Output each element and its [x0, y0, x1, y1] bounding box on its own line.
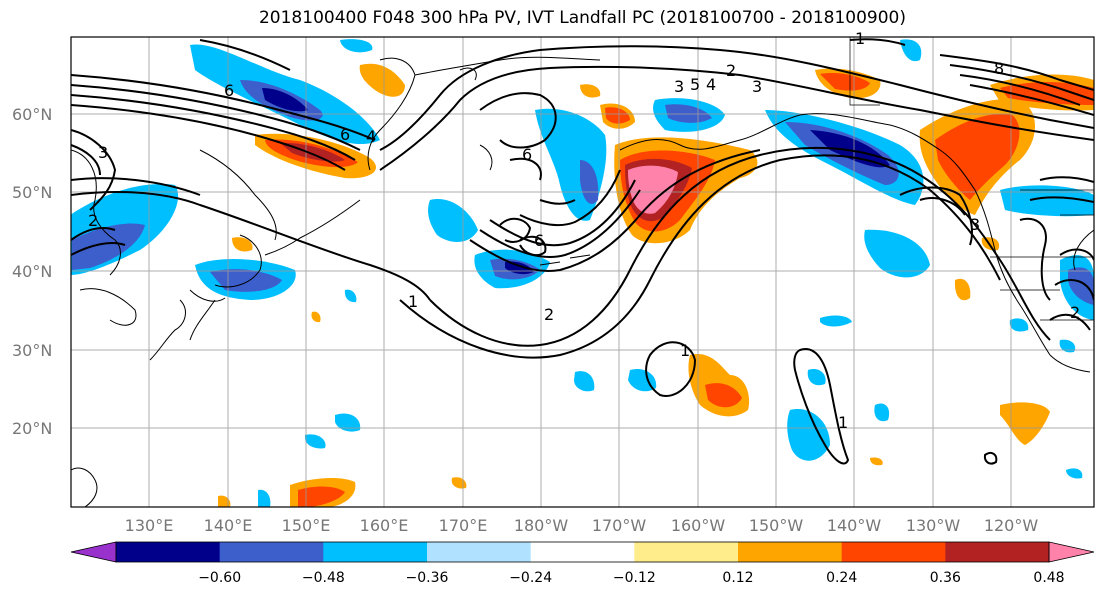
contour-label: 6 — [534, 231, 544, 250]
contour-label: 6 — [522, 145, 532, 164]
colorbar-segment — [323, 542, 428, 562]
contour-label: 1 — [408, 292, 418, 311]
lon-label: 120°W — [984, 516, 1039, 535]
colorbar-segment — [841, 542, 946, 562]
lon-label: 140°W — [827, 516, 882, 535]
contour-label: 2 — [88, 211, 98, 230]
colorbar: −0.60 −0.48 −0.36 −0.24 −0.12 0.12 0.24 0.36 0.4… — [70, 541, 1095, 586]
contour-label: 3 — [98, 143, 108, 162]
negative-anomaly-shading — [71, 39, 1094, 507]
colorbar-tick-label: −0.12 — [613, 570, 656, 586]
colorbar-tick-label: 0.24 — [826, 570, 857, 586]
contour-label: 6 — [340, 125, 350, 144]
contour-label: 1 — [855, 29, 865, 48]
colorbar-tick-label: 0.12 — [722, 570, 753, 586]
graticule — [71, 37, 1094, 507]
contour-label: 8 — [994, 59, 1004, 78]
contour-label-group: 6 6 4 3 2 3 5 4 3 6 6 8 1 2 1 1 1 3 2 2 — [88, 29, 1080, 432]
longitude-labels: 130°E 140°E 150°E 160°E 170°E 180°W 170°… — [125, 516, 1039, 535]
contour-label: 3 — [752, 77, 762, 96]
colorbar-extend-low — [70, 541, 117, 563]
lat-label: 30°N — [12, 341, 52, 360]
colorbar-tick-label: −0.24 — [509, 570, 552, 586]
lon-label: 130°E — [125, 516, 174, 535]
map-title: 2018100400 F048 300 hPa PV, IVT Landfall… — [258, 8, 906, 28]
colorbar-segment — [530, 542, 635, 562]
colorbar-segment — [945, 542, 1050, 562]
colorbar-tick-label: 0.48 — [1033, 570, 1064, 586]
colorbar-segment — [219, 542, 324, 562]
lat-label: 40°N — [12, 262, 52, 281]
contour-label: 4 — [706, 75, 716, 94]
colorbar-tick-label: −0.48 — [302, 570, 345, 586]
colorbar-segment — [634, 542, 739, 562]
contour-label: 2 — [544, 305, 554, 324]
contour-label: 1 — [680, 341, 690, 360]
lon-label: 140°E — [204, 516, 253, 535]
lon-label: 130°W — [906, 516, 961, 535]
colorbar-segment — [427, 542, 532, 562]
contour-label: 5 — [690, 75, 700, 94]
contour-label: 2 — [1070, 303, 1080, 322]
contour-label: 6 — [224, 81, 234, 100]
contour-lines — [71, 38, 1094, 465]
contour-label: 2 — [726, 61, 736, 80]
contour-label: 3 — [674, 77, 684, 96]
latitude-labels: 60°N 50°N 40°N 30°N 20°N — [12, 105, 52, 438]
lon-label: 170°E — [439, 516, 488, 535]
colorbar-tick-label: 0.36 — [930, 570, 961, 586]
colorbar-tick-label: −0.60 — [198, 570, 241, 586]
lon-label: 160°W — [671, 516, 726, 535]
lon-label: 150°W — [749, 516, 804, 535]
lon-label: 180°W — [514, 516, 569, 535]
coastlines — [71, 56, 1094, 507]
lon-label: 160°E — [360, 516, 409, 535]
colorbar-segment — [738, 542, 843, 562]
colorbar-segment — [116, 542, 221, 562]
contour-label: 1 — [838, 413, 848, 432]
colorbar-extend-high — [1048, 541, 1095, 563]
contour-label: 3 — [970, 215, 980, 234]
lat-label: 60°N — [12, 105, 52, 124]
lon-label: 150°E — [282, 516, 331, 535]
lat-label: 50°N — [12, 183, 52, 202]
contour-label: 4 — [366, 127, 376, 146]
lon-label: 170°W — [592, 516, 647, 535]
plot-frame — [70, 36, 1095, 508]
lat-label: 20°N — [12, 419, 52, 438]
colorbar-frame — [115, 541, 1050, 563]
colorbar-tick-label: −0.36 — [406, 570, 449, 586]
